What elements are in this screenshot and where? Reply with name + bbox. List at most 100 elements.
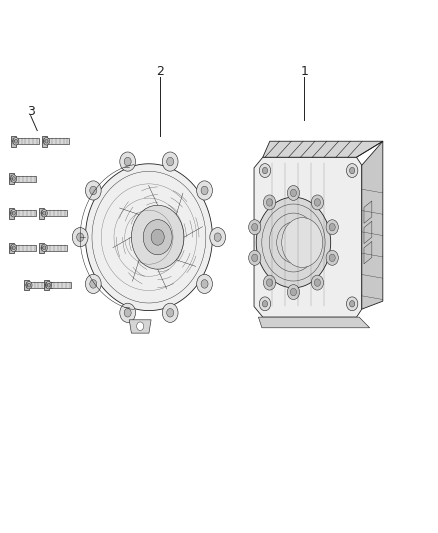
Circle shape	[314, 279, 321, 286]
Polygon shape	[39, 208, 44, 219]
Circle shape	[124, 157, 131, 166]
Polygon shape	[362, 141, 383, 309]
Circle shape	[131, 205, 184, 269]
Circle shape	[77, 233, 84, 241]
Polygon shape	[14, 210, 36, 216]
Circle shape	[162, 152, 178, 171]
Circle shape	[249, 220, 261, 235]
Circle shape	[290, 288, 297, 296]
Circle shape	[85, 274, 101, 294]
Circle shape	[90, 186, 97, 195]
Circle shape	[290, 189, 297, 197]
Circle shape	[120, 303, 135, 322]
Circle shape	[282, 217, 323, 268]
Circle shape	[263, 275, 276, 290]
Circle shape	[43, 211, 46, 215]
Circle shape	[43, 138, 49, 145]
Circle shape	[350, 301, 355, 307]
Circle shape	[72, 228, 88, 247]
Circle shape	[167, 157, 174, 166]
Polygon shape	[42, 136, 46, 147]
Text: 1: 1	[300, 66, 308, 78]
Circle shape	[201, 280, 208, 288]
Circle shape	[26, 281, 32, 289]
Circle shape	[85, 181, 101, 200]
Polygon shape	[9, 173, 14, 184]
Circle shape	[252, 254, 258, 262]
Circle shape	[12, 176, 15, 181]
Circle shape	[47, 283, 50, 287]
Circle shape	[259, 297, 271, 311]
Circle shape	[12, 211, 15, 215]
Circle shape	[249, 251, 261, 265]
Circle shape	[197, 274, 212, 294]
Polygon shape	[85, 164, 212, 311]
Polygon shape	[9, 208, 14, 219]
Polygon shape	[14, 245, 36, 251]
Polygon shape	[44, 245, 67, 251]
Circle shape	[137, 322, 144, 330]
Text: 3: 3	[27, 106, 35, 118]
Circle shape	[11, 244, 17, 252]
Circle shape	[252, 223, 258, 231]
Circle shape	[326, 251, 338, 265]
Circle shape	[167, 309, 174, 317]
Circle shape	[124, 309, 131, 317]
Polygon shape	[16, 138, 39, 144]
Circle shape	[350, 167, 355, 174]
Circle shape	[14, 139, 18, 143]
Circle shape	[151, 229, 164, 245]
Polygon shape	[49, 282, 71, 288]
Polygon shape	[364, 221, 372, 244]
Polygon shape	[364, 241, 372, 264]
Circle shape	[287, 185, 300, 200]
Polygon shape	[254, 157, 362, 317]
Polygon shape	[263, 141, 383, 157]
Circle shape	[263, 195, 276, 210]
Polygon shape	[24, 280, 29, 290]
Circle shape	[314, 199, 321, 206]
Circle shape	[45, 139, 48, 143]
Circle shape	[329, 223, 335, 231]
Circle shape	[210, 228, 226, 247]
Circle shape	[214, 233, 221, 241]
Circle shape	[266, 279, 272, 286]
Circle shape	[266, 199, 272, 206]
Circle shape	[287, 285, 300, 300]
Circle shape	[28, 283, 31, 287]
Circle shape	[262, 167, 268, 174]
Polygon shape	[258, 317, 370, 328]
Circle shape	[329, 254, 335, 262]
Circle shape	[11, 209, 17, 217]
Circle shape	[262, 301, 268, 307]
Circle shape	[120, 152, 135, 171]
Circle shape	[41, 209, 47, 217]
Circle shape	[256, 197, 331, 288]
Circle shape	[11, 175, 17, 182]
Polygon shape	[9, 243, 14, 253]
Text: 2: 2	[156, 66, 164, 78]
Circle shape	[12, 246, 15, 250]
Polygon shape	[44, 210, 67, 216]
Polygon shape	[44, 280, 49, 290]
Circle shape	[326, 220, 338, 235]
Circle shape	[346, 164, 358, 177]
Circle shape	[13, 138, 19, 145]
Circle shape	[259, 164, 271, 177]
Circle shape	[197, 181, 212, 200]
Circle shape	[162, 303, 178, 322]
Polygon shape	[39, 243, 44, 253]
Polygon shape	[11, 136, 16, 147]
Polygon shape	[29, 282, 52, 288]
Polygon shape	[364, 201, 372, 223]
Polygon shape	[129, 320, 151, 333]
Circle shape	[311, 195, 324, 210]
Circle shape	[43, 246, 46, 250]
Circle shape	[46, 281, 52, 289]
Polygon shape	[46, 138, 69, 144]
Circle shape	[201, 186, 208, 195]
Circle shape	[41, 244, 47, 252]
Circle shape	[311, 275, 324, 290]
Circle shape	[143, 220, 172, 255]
Circle shape	[90, 280, 97, 288]
